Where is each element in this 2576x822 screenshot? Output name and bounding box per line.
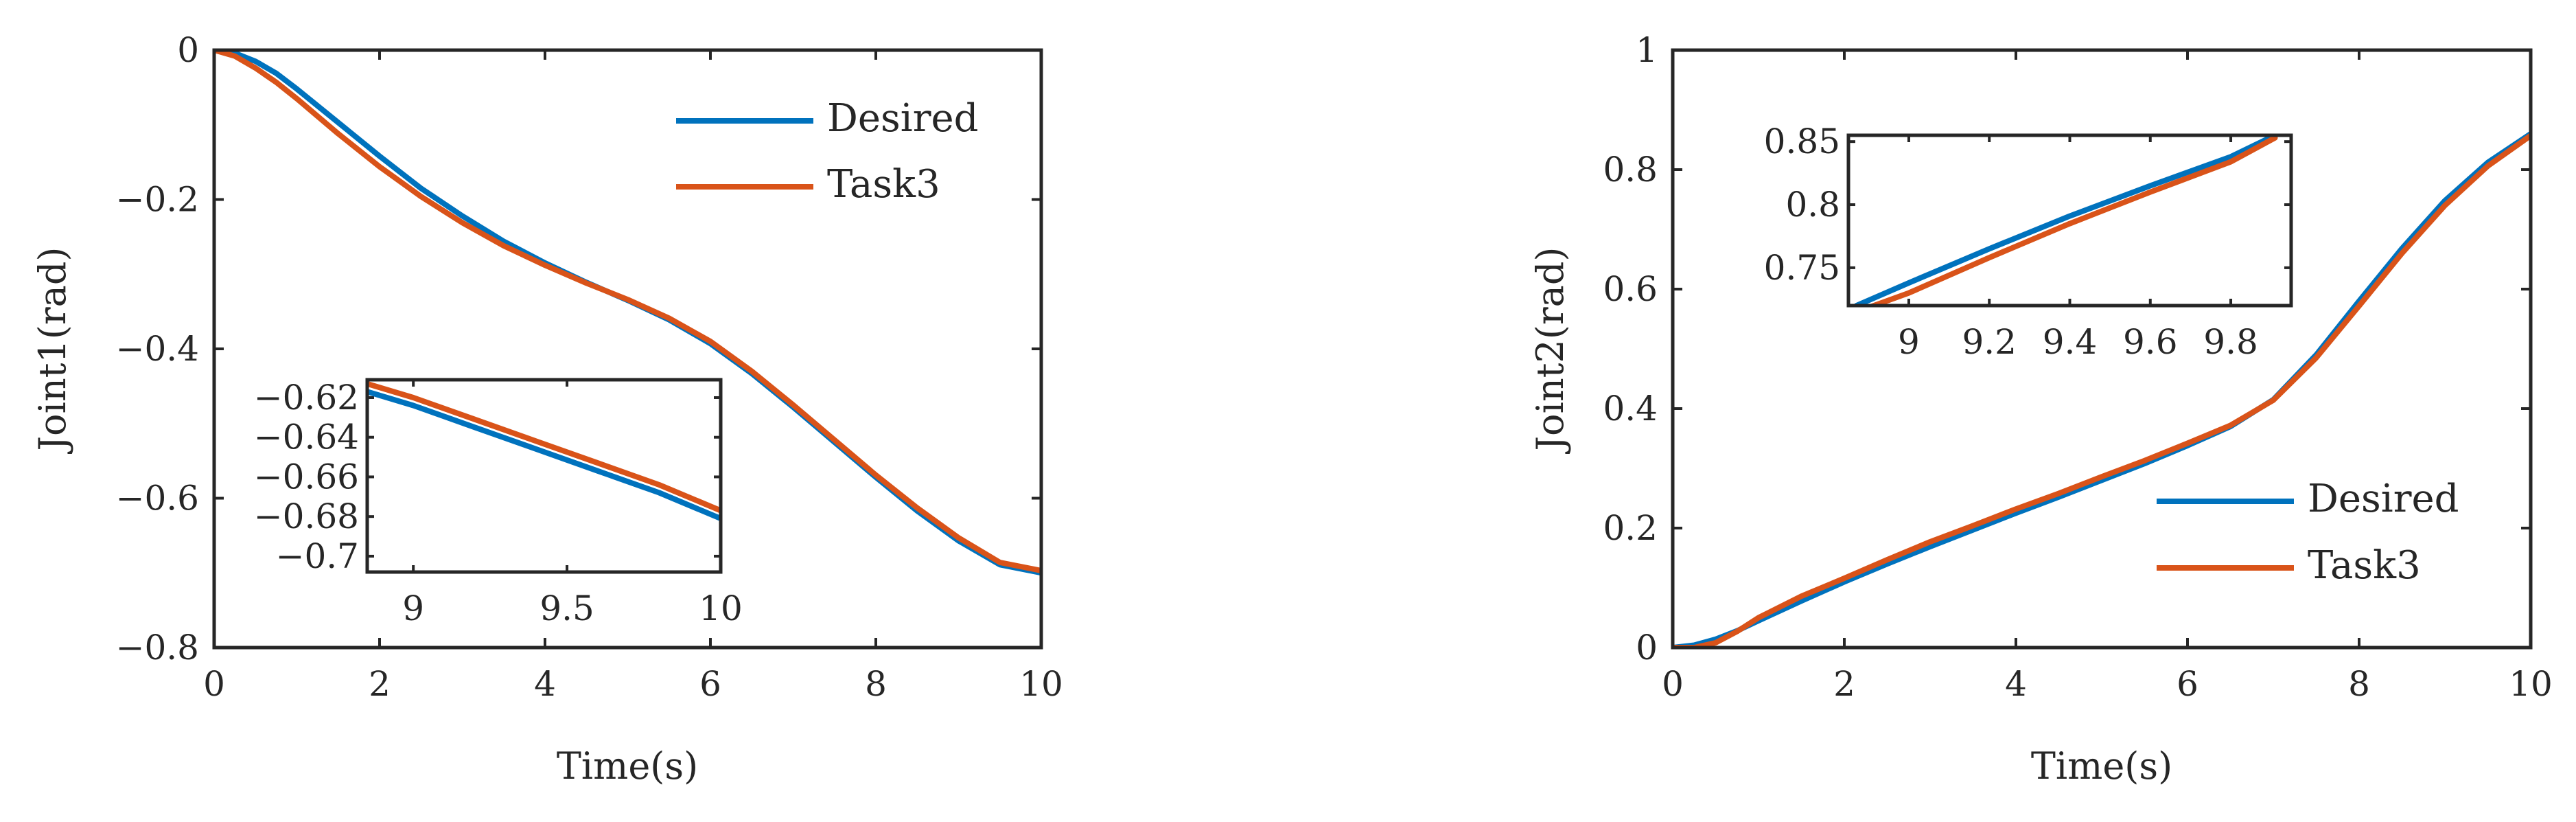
legend-label-task3: Task3: [827, 162, 940, 207]
legend-joint1: Desired Task3: [676, 96, 978, 207]
joint1-y-tick-label: −0.8: [116, 628, 199, 667]
joint1-y-tick-label: 0: [177, 30, 199, 70]
joint2-inset-line-task3: [1866, 135, 2278, 306]
joint2-x-tick-label: 0: [1662, 664, 1684, 704]
joint1-x-tick-label: 10: [1019, 664, 1063, 704]
joint1-inset-y-tick-label: −0.66: [254, 457, 359, 496]
y-axis-label-joint1: Joint1(rad): [31, 247, 74, 455]
axes-frame-joint1: [212, 48, 1043, 650]
joint2-inset-x-tick-label: 9.4: [2043, 322, 2098, 362]
joint2-x-tick-label: 6: [2177, 664, 2198, 704]
joint1-x-tick-label: 8: [865, 664, 887, 704]
joint2-y-tick-label: 1: [1636, 30, 1658, 70]
joint1-x-tick-label: 2: [369, 664, 391, 704]
joint2-line-task3: [1673, 133, 2531, 648]
inset-series-lines-joint2: [1853, 135, 2278, 306]
legend-label-task3: Task3: [2308, 543, 2421, 588]
joint1-x-tick-label: 6: [699, 664, 721, 704]
series-lines-joint1: [214, 50, 1041, 576]
joint2-inset-y-tick-label: 0.8: [1785, 185, 1840, 225]
joint1-inset-line-task3: [367, 380, 721, 514]
inset-joint2: 9 9.2 9.4 9.6 9.8 0.75 0.8 0.85: [1764, 122, 2293, 362]
y-axis-label-joint2: Joint2(rad): [1529, 247, 1572, 455]
series-lines-joint2: [1673, 130, 2531, 648]
joint1-y-tick-label: −0.2: [116, 180, 199, 220]
joint2-inset-y-tick-label: 0.85: [1764, 122, 1840, 161]
joint1-x-tick-label: 0: [203, 664, 225, 704]
joint1-inset-x-tick-label: 9: [402, 589, 424, 628]
joint1-x-tick-label: 4: [534, 664, 556, 704]
joint2-inset-x-tick-label: 9: [1898, 322, 1920, 362]
joint2-y-tick-label: 0.8: [1603, 150, 1658, 190]
joint2-inset-y-tick-label: 0.75: [1764, 248, 1840, 288]
inset-tick-labels-joint2: 9 9.2 9.4 9.6 9.8 0.75 0.8 0.85: [1764, 122, 2258, 362]
joint2-y-tick-label: 0.6: [1603, 269, 1658, 309]
x-axis-label-joint1: Time(s): [557, 744, 698, 788]
x-axis-label-joint2: Time(s): [2031, 744, 2172, 788]
inset-series-lines-joint1: [367, 380, 721, 522]
joint2-x-tick-label: 8: [2348, 664, 2370, 704]
joint2-x-tick-label: 2: [1833, 664, 1855, 704]
tick-labels-joint1: 0 2 4 6 8 10 0 −0.2 −0.4 −0.6 −0.8: [116, 30, 1063, 704]
joint2-inset-x-tick-label: 9.6: [2123, 322, 2178, 362]
joint2-y-tick-label: 0.4: [1603, 389, 1658, 429]
legend-label-desired: Desired: [827, 96, 978, 141]
inset-frame-joint1: [365, 378, 723, 574]
joint1-inset-line-desired: [367, 389, 721, 522]
joint2-y-tick-label: 0.2: [1603, 508, 1658, 548]
joint1-y-tick-label: −0.6: [116, 479, 199, 518]
inset-frame-joint2: [1846, 133, 2293, 308]
chart-joint1: 0 2 4 6 8 10 0 −0.2 −0.4 −0.6 −0.8 Time(s) Joint1(…: [31, 30, 1063, 788]
joint2-inset-x-tick-label: 9.2: [1962, 322, 2017, 362]
joint1-inset-y-tick-label: −0.62: [254, 378, 359, 418]
inset-tick-labels-joint1: 9 9.5 10 −0.62−0.64−0.66−0.68−0.7: [254, 378, 743, 628]
joint1-inset-y-tick-label: −0.7: [276, 536, 359, 576]
inset-joint1: 9 9.5 10 −0.62−0.64−0.66−0.68−0.7: [254, 378, 743, 628]
joint2-x-tick-label: 10: [2509, 664, 2553, 704]
joint1-line-task3: [214, 50, 1041, 573]
chart-joint2: 0 2 4 6 8 10 0 0.2 0.4 0.6 0.8 1 Time(s) Joint2(rad…: [1529, 30, 2553, 788]
joint2-x-tick-label: 4: [2005, 664, 2027, 704]
joint1-inset-y-tick-label: −0.64: [254, 418, 359, 457]
joint2-inset-x-tick-label: 9.8: [2203, 322, 2258, 362]
joint1-inset-x-tick-label: 10: [699, 589, 743, 628]
joint2-y-tick-label: 0: [1636, 628, 1658, 667]
joint1-y-tick-label: −0.4: [116, 329, 199, 369]
axes-frame-joint2: [1671, 48, 2533, 650]
joint1-inset-x-tick-label: 9.5: [539, 589, 594, 628]
joint1-inset-y-tick-label: −0.68: [254, 496, 359, 536]
joint2-inset-line-desired: [1853, 135, 2278, 306]
tick-labels-joint2: 0 2 4 6 8 10 0 0.2 0.4 0.6 0.8 1: [1603, 30, 2552, 704]
legend-joint2: Desired Task3: [2157, 477, 2459, 588]
legend-label-desired: Desired: [2308, 477, 2459, 521]
